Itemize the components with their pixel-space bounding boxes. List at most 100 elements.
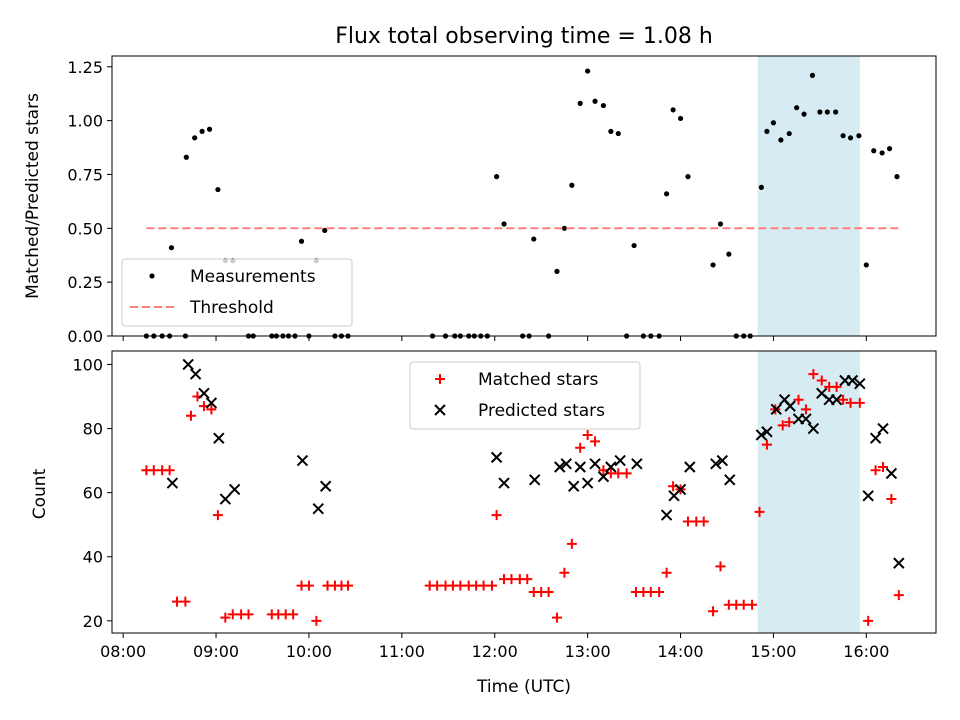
predicted-star-point [755, 429, 768, 441]
predicted-star-point [807, 422, 820, 435]
predicted-star-point [597, 470, 610, 483]
measurement-point [670, 107, 676, 113]
legend: Matched stars Predicted stars [409, 361, 641, 430]
measurement-point [206, 126, 213, 132]
y-tick-label: 20 [83, 612, 103, 631]
measurement-point [192, 135, 198, 141]
legend-marker-dot [149, 273, 155, 279]
matched-star-point [715, 561, 726, 572]
matched-star-point [491, 510, 502, 521]
matched-star-point [738, 599, 749, 610]
matched-star-point [654, 586, 665, 597]
measurement-point [199, 128, 205, 134]
matched-star-point [243, 609, 254, 620]
predicted-star-point [319, 480, 332, 492]
y-tick-label: 1.00 [67, 112, 103, 131]
predicted-star-point [869, 432, 882, 444]
matched-star-point [613, 468, 624, 479]
predicted-star-point [189, 368, 202, 380]
matched-star-point [845, 397, 856, 408]
predicted-star-point [885, 467, 898, 480]
measurement-point [778, 137, 784, 143]
measurement-point [847, 135, 854, 141]
legend-marker-x [434, 404, 446, 416]
measurement-point [585, 68, 591, 74]
measurement-point [717, 221, 724, 227]
matched-star-point [754, 506, 765, 517]
measurement-point [871, 148, 877, 154]
measurement-point [322, 227, 328, 234]
measurement-point [592, 98, 598, 104]
matched-star-point [698, 516, 709, 527]
predicted-star-point [710, 458, 722, 470]
legend-box [409, 361, 641, 430]
chart-title: Flux total observing time = 1.08 h [335, 24, 713, 49]
matched-star-point [800, 404, 811, 415]
predicted-star-point [498, 477, 510, 489]
predicted-star-point [554, 461, 566, 473]
matched-star-point [227, 609, 238, 620]
y-tick-label: 80 [83, 420, 103, 439]
predicted-star-point [660, 509, 673, 521]
matched-star-point [164, 465, 175, 476]
predicted-star-point [166, 477, 179, 489]
matched-star-point [551, 612, 562, 623]
predicted-star-point [854, 377, 866, 390]
measurement-point [215, 186, 221, 193]
measurement-point [833, 109, 839, 115]
predicted-star-point [560, 458, 572, 470]
matched-star-point [863, 615, 874, 626]
matched-star-point [878, 462, 889, 473]
measurement-point [726, 251, 732, 257]
y-tick-label: 0.50 [67, 219, 103, 238]
legend-box [121, 258, 353, 327]
predicted-star-point [684, 461, 696, 473]
matched-star-point [777, 420, 788, 431]
legend: Measurements Threshold [121, 258, 353, 327]
predicted-star-point [490, 451, 503, 464]
matched-star-point [432, 580, 443, 591]
predicted-star-point [877, 422, 889, 435]
bottom-y-axis-label: Count [30, 468, 50, 519]
predicted-star-point [614, 454, 626, 467]
matched-star-point [831, 381, 842, 392]
matched-star-point [180, 596, 191, 607]
legend-label: Matched stars [478, 370, 598, 390]
matched-star-point [543, 586, 554, 597]
matched-star-point [575, 442, 586, 453]
x-tick-label: 09:00 [193, 642, 239, 661]
x-axis-label: Time (UTC) [476, 677, 571, 697]
matched-star-point [761, 439, 772, 450]
predicted-star-point [219, 493, 232, 505]
measurement-point [600, 102, 607, 109]
predicted-star-point [567, 480, 580, 492]
measurement-point [809, 72, 816, 78]
y-tick-label: 0.25 [67, 273, 103, 292]
x-tick-label: 12:00 [472, 642, 518, 661]
matched-star-point [854, 397, 865, 408]
legend-marker-plus [435, 374, 445, 384]
measurement-point [786, 130, 792, 137]
predicted-star-point [574, 461, 586, 473]
matched-star-point [893, 590, 904, 601]
measurement-point [631, 242, 637, 249]
measurement-point [685, 174, 691, 180]
matched-star-point [838, 394, 849, 405]
matched-star-point [148, 465, 159, 476]
measurement-point [770, 120, 777, 126]
matched-star-point [784, 417, 795, 428]
matched-star-point [220, 612, 231, 623]
predicted-star-point [770, 403, 782, 416]
predicted-star-point [674, 483, 687, 496]
predicted-star-point [724, 474, 736, 486]
measurement-point [856, 133, 862, 139]
measurement-point [677, 115, 684, 122]
predicted-star-point [716, 454, 729, 467]
matched-star-point [342, 580, 353, 591]
y-tick-label: 40 [83, 548, 103, 567]
legend-label: Threshold [189, 298, 274, 318]
x-tick-label: 11:00 [379, 642, 425, 661]
y-tick-label: 0.75 [67, 165, 103, 184]
matched-star-point [793, 394, 804, 405]
measurement-point [663, 191, 670, 197]
